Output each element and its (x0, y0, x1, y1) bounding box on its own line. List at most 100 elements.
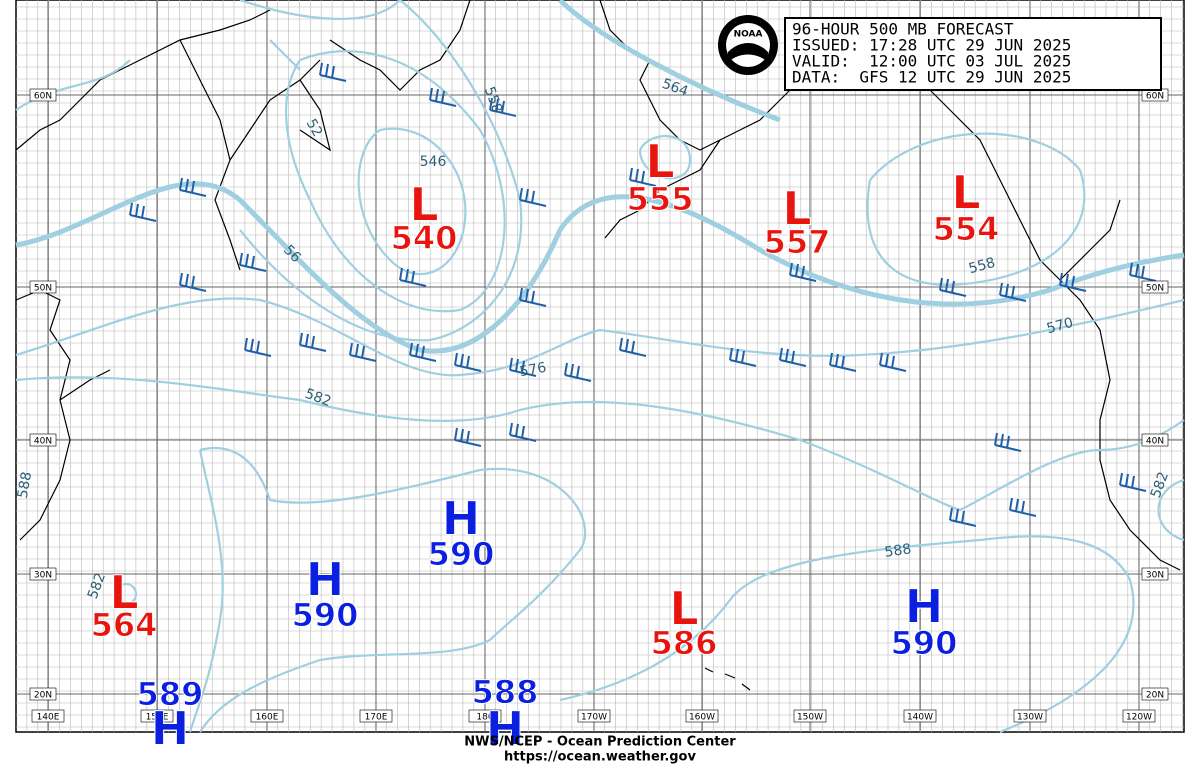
wind-barb (519, 187, 547, 207)
center-value: 590 (891, 624, 958, 662)
coast-hawaii (704, 667, 751, 691)
longitude-label-box (1122, 709, 1156, 723)
contour-label: 588 (15, 470, 35, 499)
longitude-label: 130W (1017, 713, 1043, 723)
longitude-label-box (793, 709, 827, 723)
center-symbol: L (109, 566, 138, 620)
latitude-label-box (29, 567, 57, 581)
wind-barb (409, 342, 437, 362)
wind-barb (244, 337, 272, 357)
contour (15, 0, 401, 111)
longitude-label-box (577, 709, 611, 723)
latitude-label: 50N (34, 284, 52, 294)
center-symbol: H (306, 553, 345, 607)
noaa-logo-text: NOAA (734, 30, 763, 40)
center-value: 557 (764, 223, 831, 261)
wind-barb (519, 287, 547, 307)
wind-barb (454, 427, 482, 447)
contour-label: 576 (518, 360, 547, 380)
wind-barb (509, 357, 537, 377)
center-symbol: L (782, 182, 811, 236)
longitude-label-box (250, 709, 284, 723)
longitude-label: 140E (37, 713, 60, 723)
center-value: 590 (428, 535, 495, 573)
center-symbol: L (951, 166, 980, 220)
latitude-label-box (29, 88, 57, 102)
wind-barb (564, 362, 592, 382)
labels: 60N 60N 50N 50N 40N 40N 30N 30N 20N 20N 140E 150E 16… (15, 76, 1172, 756)
map-frame (15, 0, 1185, 733)
wind-barb (729, 347, 757, 367)
wind-barb (949, 507, 977, 527)
height-contours (15, 0, 1185, 734)
center-value: 555 (627, 180, 694, 218)
latitude-label-box (1141, 433, 1169, 447)
wind-barb (619, 337, 647, 357)
wind-barb (789, 262, 817, 282)
wind-barb (399, 267, 427, 287)
wind-barb (454, 352, 482, 372)
contour (866, 132, 1086, 287)
contour (15, 297, 1185, 377)
header-line: VALID: 12:00 UTC 03 JUL 2025 (792, 52, 1071, 71)
contour (357, 127, 467, 276)
center-symbol: L (669, 582, 698, 636)
center-symbol: H (905, 580, 944, 634)
latitude-label: 30N (34, 571, 52, 581)
latitude-label: 40N (34, 437, 52, 447)
contour-highlight (15, 181, 1185, 354)
latitude-label-box (1141, 280, 1169, 294)
wind-barb (1119, 472, 1147, 492)
wind-barb (179, 177, 207, 197)
wind-barb (429, 87, 457, 107)
contour-label: 588 (884, 541, 913, 561)
wind-barb (829, 352, 857, 372)
wind-barb (489, 97, 517, 117)
contour (15, 376, 1185, 512)
latitude-label-box (29, 433, 57, 447)
center-value: 588 (472, 673, 539, 711)
grid (16, 0, 1184, 732)
wind-barb (629, 167, 657, 187)
wind-barbs (129, 62, 1157, 527)
longitude-label: 170E (365, 713, 388, 723)
longitude-label: 180 (476, 713, 493, 723)
longitude-label: 150E (146, 713, 169, 723)
wind-barb (779, 347, 807, 367)
header-line: 96-HOUR 500 MB FORECAST (792, 20, 1014, 39)
latitude-label: 60N (1146, 92, 1164, 102)
wind-barb (239, 252, 267, 272)
center-value: 554 (933, 210, 1000, 248)
center-value: 564 (91, 606, 158, 644)
latitude-label: 30N (1146, 571, 1164, 581)
contour (559, 535, 1135, 734)
latitude-label: 50N (1146, 284, 1164, 294)
wind-barb (1059, 272, 1087, 292)
latitude-label: 60N (34, 92, 52, 102)
longitude-label: 120W (1126, 713, 1152, 723)
wind-barb (179, 272, 207, 292)
wind-barb (1009, 497, 1037, 517)
latitude-label-box (29, 280, 57, 294)
footer-url: https://ocean.weather.gov (504, 750, 696, 765)
wind-barb (349, 342, 377, 362)
wind-barb (319, 62, 347, 82)
contour (114, 582, 138, 606)
longitude-label-box (468, 709, 502, 723)
latitude-label: 20N (1146, 691, 1164, 701)
wind-barb (939, 277, 967, 297)
center-symbol: H (442, 492, 481, 546)
contour (239, 0, 523, 342)
latitude-label-box (29, 687, 57, 701)
longitude-label-box (903, 709, 937, 723)
wind-barb (879, 352, 907, 372)
longitude-label-box (31, 709, 65, 723)
contour-label: 52 (303, 116, 326, 139)
wind-barb (299, 332, 327, 352)
longitude-label-box (359, 709, 393, 723)
wind-barb (1129, 262, 1157, 282)
wind-barb (129, 202, 157, 222)
noaa-gull (728, 43, 768, 62)
header-line: DATA: GFS 12 UTC 29 JUN 2025 (792, 68, 1071, 87)
